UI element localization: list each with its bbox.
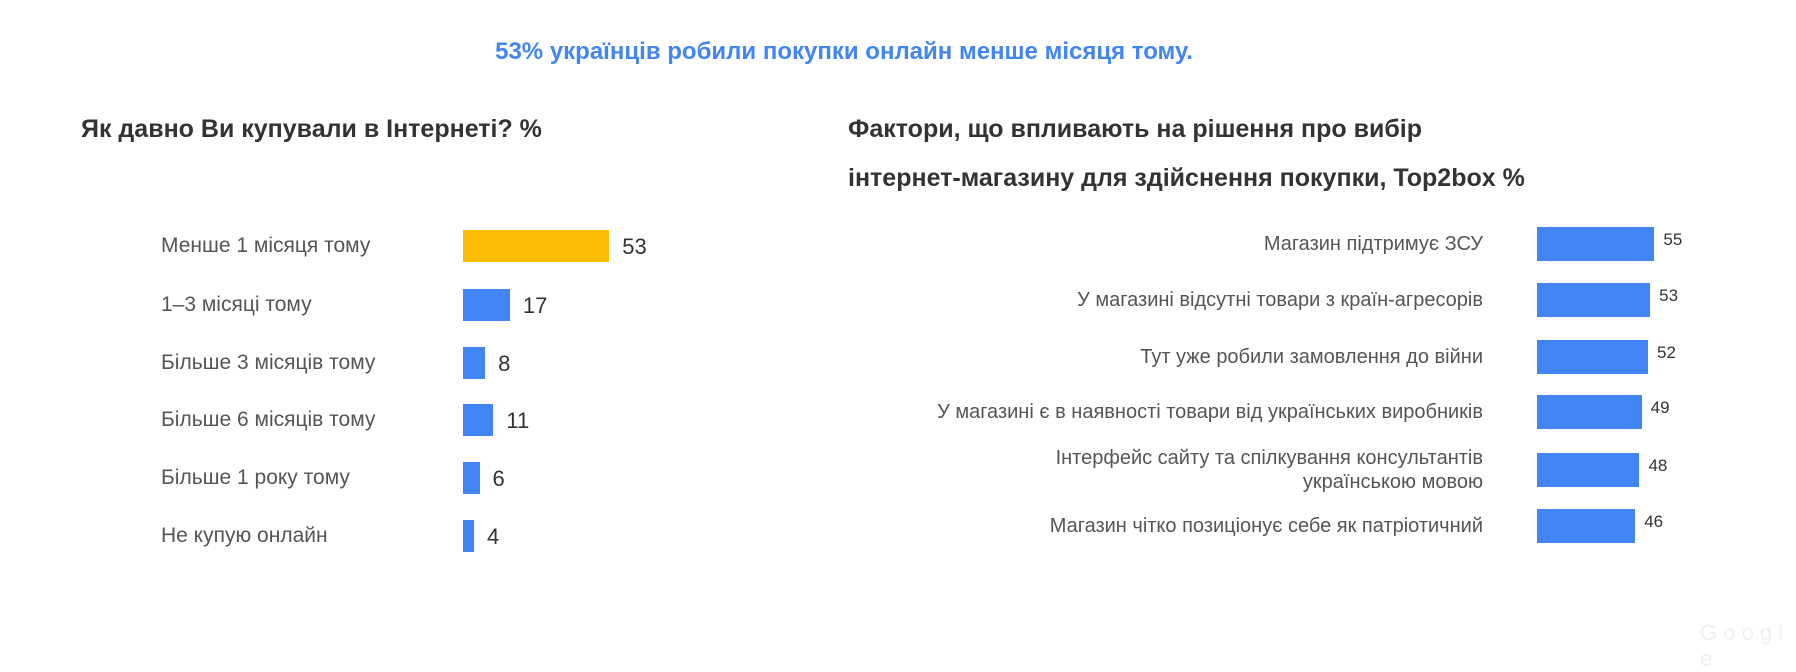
right-bar (1537, 340, 1649, 374)
right-bar (1537, 509, 1636, 543)
right-category-label-line: У магазині відсутні товари з країн-агрес… (1077, 289, 1483, 311)
left-category-label: Більше 3 місяців тому (161, 351, 376, 374)
left-category-label: 1–3 місяці тому (161, 293, 312, 316)
left-category-label: Більше 6 місяців тому (161, 408, 376, 431)
left-chart-title: Як давно Ви купували в Інтернеті? % (81, 115, 542, 143)
left-value-label: 8 (498, 351, 511, 376)
right-value-label: 48 (1648, 456, 1668, 475)
right-category-label-line: У магазині є в наявності товари від укра… (937, 401, 1483, 423)
right-chart-title: Фактори, що впливають на рішення про виб… (848, 105, 1525, 203)
right-bar (1537, 453, 1640, 487)
left-category-label: Більше 1 року тому (161, 466, 350, 489)
left-value-label: 53 (622, 234, 647, 259)
right-value-label: 49 (1650, 398, 1670, 417)
right-bar (1537, 395, 1642, 429)
right-category-label: Магазин чітко позиціонує себе як патріот… (783, 514, 1483, 538)
right-bar (1537, 227, 1655, 261)
left-bar (463, 404, 494, 436)
left-bar (463, 347, 486, 379)
right-category-label: Тут уже робили замовлення до війни (783, 345, 1483, 369)
right-chart-title-line-2: інтернет-магазину для здійснення покупки… (848, 164, 1525, 192)
right-category-label-line: Інтерфейс сайту та спілкування консульта… (1055, 447, 1483, 469)
left-value-label: 11 (506, 408, 530, 433)
left-bar (463, 520, 475, 552)
right-value-label: 46 (1644, 512, 1664, 531)
left-bar (463, 289, 510, 321)
right-value-label: 52 (1657, 343, 1676, 362)
left-value-label: 17 (522, 293, 548, 318)
left-value-label: 4 (487, 524, 500, 549)
right-category-label: Інтерфейс сайту та спілкування консульта… (783, 446, 1483, 494)
left-bar (463, 230, 610, 262)
right-category-label-line: Магазин підтримує ЗСУ (1263, 233, 1483, 255)
right-category-label: Магазин підтримує ЗСУ (783, 232, 1483, 256)
left-bar (463, 462, 480, 494)
right-category-label-line: Тут уже робили замовлення до війни (1140, 346, 1483, 368)
google-watermark: G o o g l e (1700, 620, 1784, 671)
right-category-label: У магазині відсутні товари з країн-агрес… (783, 288, 1483, 312)
left-category-label: Не купую онлайн (161, 524, 328, 547)
left-category-label: Менше 1 місяця тому (161, 234, 371, 257)
right-category-label-line: Магазин чітко позиціонує себе як патріот… (1049, 515, 1483, 537)
right-value-label: 55 (1663, 230, 1683, 249)
left-value-label: 6 (492, 466, 505, 491)
right-category-label-line: українською мовою (1302, 471, 1483, 493)
page-title: 53% українців робили покупки онлайн менш… (495, 38, 1193, 65)
right-bar (1537, 283, 1651, 317)
right-value-label: 53 (1659, 286, 1679, 305)
right-category-label: У магазині є в наявності товари від укра… (783, 400, 1483, 424)
right-chart-title-line-1: Фактори, що впливають на рішення про виб… (848, 115, 1423, 143)
